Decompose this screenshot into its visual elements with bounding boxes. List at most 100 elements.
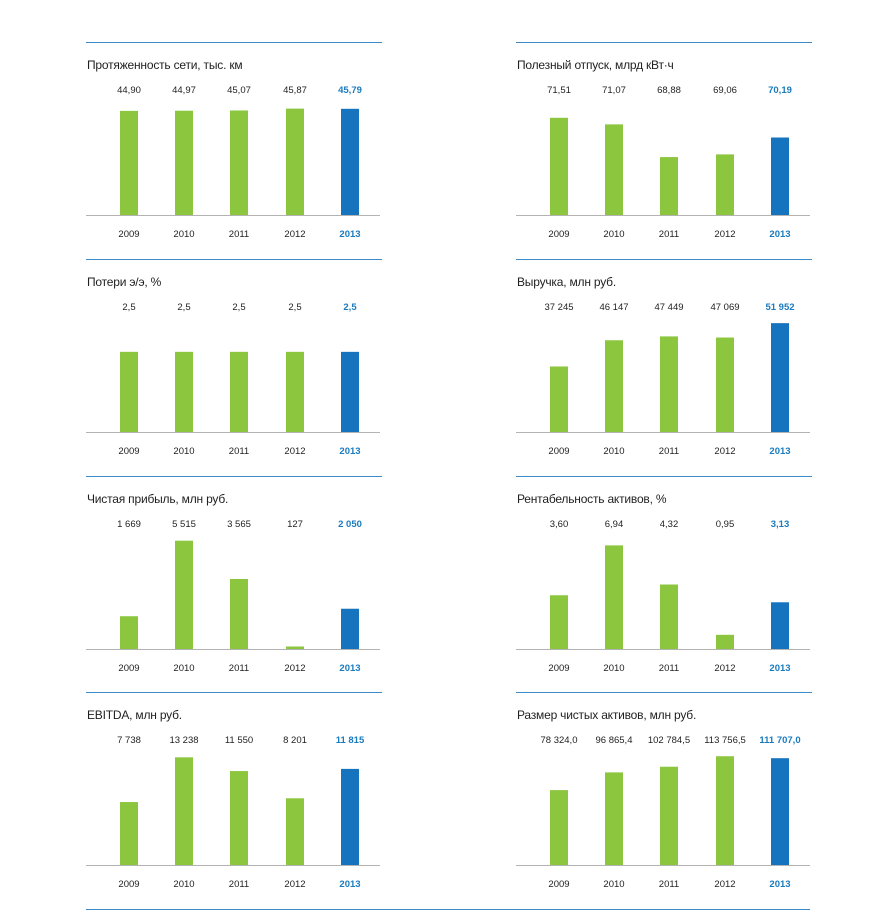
value-label: 45,07: [227, 85, 251, 96]
bar-chart: 7 738 2009 13 238 2010 11 550 2011 8 201 2012 11…: [86, 735, 380, 890]
x-tick-label: 2010: [173, 229, 194, 240]
bar-2012: [286, 108, 304, 215]
bar-2012: [286, 351, 304, 432]
bar-2010: [605, 340, 623, 432]
bar-2009: [550, 595, 568, 649]
x-tick-label: 2013: [339, 446, 360, 457]
x-tick-label: 2012: [714, 446, 735, 457]
value-label: 2,5: [232, 302, 245, 313]
value-label: 2,5: [122, 302, 135, 313]
x-tick-label: 2010: [173, 663, 194, 674]
value-label: 2 050: [338, 519, 362, 530]
x-tick-label: 2009: [548, 879, 569, 890]
x-tick-label: 2012: [714, 229, 735, 240]
x-tick-label: 2013: [339, 879, 360, 890]
x-tick-label: 2011: [229, 446, 249, 457]
x-tick-label: 2012: [284, 229, 305, 240]
value-label: 46 147: [599, 302, 628, 313]
value-label: 11 550: [225, 735, 253, 746]
bottom-divider: [86, 909, 810, 910]
x-tick-label: 2009: [118, 663, 139, 674]
bar-chart: 2,5 2009 2,5 2010 2,5 2011 2,5 2012 2,5 2013: [86, 302, 380, 457]
chart-title: Чистая прибыль, млн руб.: [87, 492, 229, 506]
value-label: 6,94: [605, 519, 624, 530]
chart-divider: [516, 42, 812, 43]
value-label: 127: [287, 519, 303, 530]
value-label: 70,19: [768, 85, 792, 96]
x-tick-label: 2010: [173, 879, 194, 890]
x-tick-label: 2011: [659, 446, 679, 457]
chart-title: Потери э/э, %: [87, 275, 162, 289]
value-label: 44,90: [117, 85, 141, 96]
x-tick-label: 2011: [229, 879, 249, 890]
chart-panel: Выручка, млн руб. 37 245 2009 46 147 2010 47 …: [516, 259, 812, 475]
value-label: 4,32: [660, 519, 679, 530]
value-label: 3,13: [771, 519, 790, 530]
bar-2011: [230, 110, 248, 215]
x-tick-label: 2010: [173, 446, 194, 457]
x-tick-label: 2013: [769, 446, 790, 457]
x-tick-label: 2010: [603, 663, 624, 674]
value-label: 78 324,0: [541, 735, 578, 746]
value-label: 45,79: [338, 85, 362, 96]
x-tick-label: 2009: [548, 446, 569, 457]
chart-panel: Чистая прибыль, млн руб. 1 669 2009 5 515 20…: [86, 476, 382, 692]
x-tick-label: 2013: [769, 663, 790, 674]
x-tick-label: 2012: [714, 663, 735, 674]
bar-2013: [771, 758, 789, 865]
chart-divider: [516, 692, 812, 693]
x-tick-label: 2011: [229, 663, 249, 674]
bar-2010: [605, 772, 623, 865]
value-label: 51 952: [765, 302, 794, 313]
x-tick-label: 2010: [603, 446, 624, 457]
chart-panel: Размер чистых активов, млн руб. 78 324,0 2…: [516, 692, 812, 908]
bar-2011: [230, 351, 248, 432]
bar-2013: [341, 608, 359, 649]
bar-2012: [716, 634, 734, 649]
bar-2010: [175, 110, 193, 215]
bar-chart: 71,51 2009 71,07 2010 68,88 2011 69,06 2012 70,1…: [516, 85, 810, 240]
value-label: 8 201: [283, 735, 307, 746]
x-tick-label: 2010: [603, 879, 624, 890]
bar-2012: [286, 798, 304, 865]
bar-2009: [120, 802, 138, 865]
bar-2013: [341, 108, 359, 215]
value-label: 113 756,5: [704, 735, 746, 746]
bar-2009: [550, 117, 568, 215]
value-label: 2,5: [177, 302, 190, 313]
bar-2010: [605, 545, 623, 649]
x-tick-label: 2011: [659, 229, 679, 240]
x-tick-label: 2013: [769, 229, 790, 240]
chart-title: Размер чистых активов, млн руб.: [517, 708, 697, 722]
chart-title: Протяженность сети, тыс. км: [87, 58, 243, 72]
bar-2009: [120, 616, 138, 649]
chart-divider: [516, 476, 812, 477]
bar-2009: [120, 351, 138, 432]
bar-2011: [660, 584, 678, 649]
chart-divider: [86, 259, 382, 260]
chart-title: EBITDA, млн руб.: [87, 708, 182, 722]
value-label: 1 669: [117, 519, 141, 530]
bar-2011: [230, 771, 248, 865]
bar-2013: [771, 323, 789, 432]
bar-2010: [175, 757, 193, 865]
value-label: 96 865,4: [596, 735, 633, 746]
bar-2013: [341, 351, 359, 432]
value-label: 11 815: [336, 735, 365, 746]
x-tick-label: 2013: [339, 663, 360, 674]
bar-chart: 1 669 2009 5 515 2010 3 565 2011 127 2012 2 050 2…: [86, 519, 380, 674]
x-tick-label: 2012: [284, 663, 305, 674]
bar-2011: [230, 578, 248, 649]
value-label: 47 069: [710, 302, 739, 313]
x-tick-label: 2010: [603, 229, 624, 240]
chart-panel: Рентабельность активов, % 3,60 2009 6,94 201…: [516, 476, 812, 692]
chart-panel: Потери э/э, % 2,5 2009 2,5 2010 2,5 2011 2,5 201…: [86, 259, 382, 475]
value-label: 13 238: [169, 735, 198, 746]
value-label: 3,60: [550, 519, 569, 530]
bar-chart: 78 324,0 2009 96 865,4 2010 102 784,5 2011 113…: [516, 735, 810, 890]
chart-title: Рентабельность активов, %: [517, 492, 667, 506]
value-label: 71,07: [602, 85, 626, 96]
chart-panel: Полезный отпуск, млрд кВт·ч 71,51 2009 71,0…: [516, 42, 812, 258]
value-label: 2,5: [343, 302, 357, 313]
